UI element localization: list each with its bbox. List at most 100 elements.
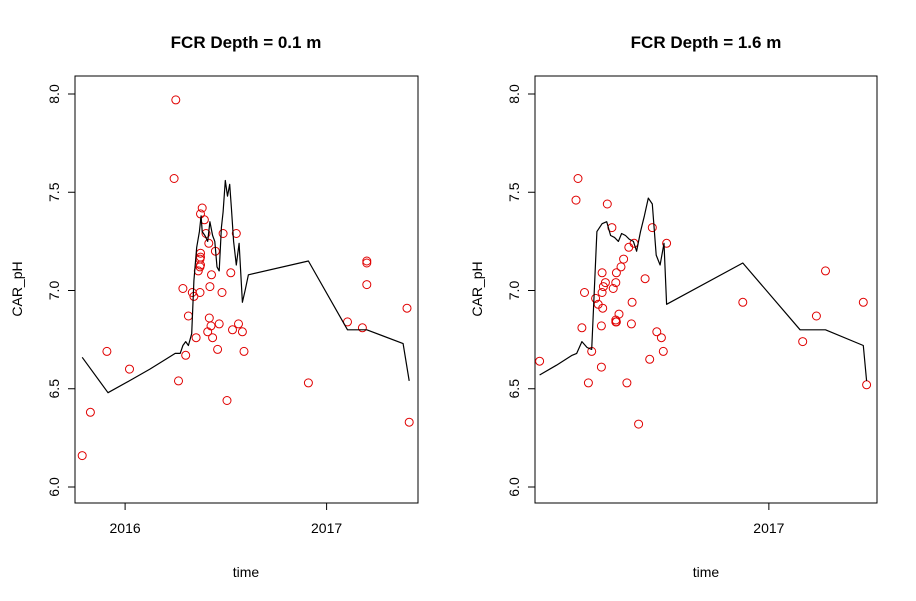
y-tick-label: 7.0 bbox=[46, 281, 62, 301]
data-point bbox=[652, 327, 662, 337]
y-tick-label: 6.0 bbox=[506, 477, 522, 497]
data-point bbox=[596, 321, 606, 331]
x-axis: 2017 bbox=[753, 503, 785, 536]
x-tick-label: 2017 bbox=[311, 520, 342, 536]
plot-marks bbox=[535, 174, 872, 429]
data-point bbox=[218, 229, 228, 238]
data-point bbox=[357, 323, 367, 333]
data-point bbox=[196, 260, 205, 270]
data-point bbox=[580, 288, 589, 297]
data-point bbox=[626, 319, 636, 329]
data-point bbox=[662, 238, 672, 248]
data-point bbox=[214, 319, 224, 329]
data-point bbox=[640, 274, 650, 284]
plot-marks bbox=[77, 95, 414, 461]
data-point bbox=[596, 362, 606, 372]
data-point bbox=[577, 323, 587, 333]
data-point bbox=[597, 288, 607, 297]
data-point bbox=[239, 346, 249, 356]
data-point bbox=[228, 325, 237, 335]
data-point bbox=[597, 268, 607, 278]
data-point bbox=[571, 195, 581, 205]
y-tick-label: 7.5 bbox=[46, 182, 62, 202]
data-point bbox=[591, 293, 601, 303]
data-point bbox=[738, 297, 748, 307]
data-point bbox=[798, 337, 808, 347]
data-point bbox=[208, 333, 218, 343]
data-point bbox=[862, 380, 872, 390]
data-point bbox=[535, 356, 545, 366]
data-point bbox=[204, 313, 214, 323]
data-point bbox=[178, 284, 188, 293]
panel-depth-0-1: FCR Depth = 0.1 m time CAR_pH 6.0 6.5 7.0 7… bbox=[9, 33, 419, 580]
y-tick-label: 8.0 bbox=[46, 84, 62, 104]
data-point bbox=[85, 407, 95, 417]
data-point bbox=[634, 419, 644, 429]
data-point bbox=[213, 344, 223, 354]
data-point bbox=[191, 333, 201, 343]
data-point bbox=[404, 417, 414, 427]
data-point bbox=[656, 333, 666, 343]
data-point bbox=[206, 321, 216, 331]
data-point bbox=[362, 258, 372, 268]
y-tick-label: 6.0 bbox=[46, 477, 62, 497]
data-point bbox=[77, 451, 87, 461]
data-point bbox=[821, 266, 830, 276]
data-point bbox=[125, 364, 134, 374]
data-point bbox=[362, 256, 372, 266]
y-axis-label: CAR_pH bbox=[469, 261, 485, 316]
series-line bbox=[539, 197, 868, 381]
data-point bbox=[362, 280, 372, 290]
chart-title: FCR Depth = 0.1 m bbox=[171, 33, 322, 52]
data-point bbox=[204, 238, 214, 248]
data-point bbox=[169, 174, 179, 183]
data-point bbox=[217, 288, 227, 297]
y-tick-label: 7.5 bbox=[506, 182, 522, 202]
data-point bbox=[234, 319, 243, 329]
data-point bbox=[811, 311, 821, 321]
data-point bbox=[207, 270, 216, 280]
y-tick-label: 6.5 bbox=[46, 379, 62, 399]
data-point bbox=[237, 327, 247, 337]
data-point bbox=[303, 378, 313, 388]
y-axis: 6.0 6.5 7.0 7.5 8.0 bbox=[46, 84, 76, 497]
y-tick-label: 7.0 bbox=[506, 281, 522, 301]
data-point bbox=[658, 346, 668, 356]
data-point bbox=[622, 378, 632, 388]
data-point bbox=[616, 262, 626, 272]
plot-frame bbox=[74, 75, 419, 504]
data-point bbox=[627, 297, 637, 307]
x-axis-label: time bbox=[233, 564, 260, 580]
panel-depth-1-6: FCR Depth = 1.6 m time CAR_pH 6.0 6.5 7.0 7… bbox=[469, 33, 878, 580]
y-axis: 6.0 6.5 7.0 7.5 8.0 bbox=[506, 84, 536, 497]
data-point bbox=[195, 288, 205, 297]
data-point bbox=[600, 278, 610, 288]
x-tick-label: 2016 bbox=[110, 520, 141, 536]
data-point bbox=[231, 229, 241, 238]
data-point bbox=[583, 378, 593, 388]
x-axis: 2016 2017 bbox=[110, 502, 342, 536]
data-point bbox=[647, 223, 657, 233]
data-point bbox=[602, 199, 612, 209]
data-point bbox=[226, 268, 236, 278]
data-point bbox=[614, 309, 624, 319]
data-point bbox=[181, 350, 191, 360]
series-line bbox=[81, 179, 410, 394]
data-point bbox=[222, 396, 232, 405]
y-tick-label: 6.5 bbox=[506, 379, 522, 399]
data-point bbox=[619, 254, 629, 264]
x-axis-label: time bbox=[693, 564, 720, 580]
data-point bbox=[205, 282, 215, 292]
data-point bbox=[611, 278, 621, 288]
data-point bbox=[611, 317, 621, 327]
data-point bbox=[624, 242, 634, 252]
x-tick-label: 2017 bbox=[753, 520, 784, 536]
y-tick-label: 8.0 bbox=[506, 84, 522, 104]
plot-frame bbox=[534, 75, 878, 504]
data-point bbox=[171, 95, 181, 105]
data-point bbox=[858, 297, 868, 307]
data-point bbox=[598, 303, 608, 313]
data-point bbox=[197, 203, 207, 213]
data-point bbox=[402, 303, 412, 313]
